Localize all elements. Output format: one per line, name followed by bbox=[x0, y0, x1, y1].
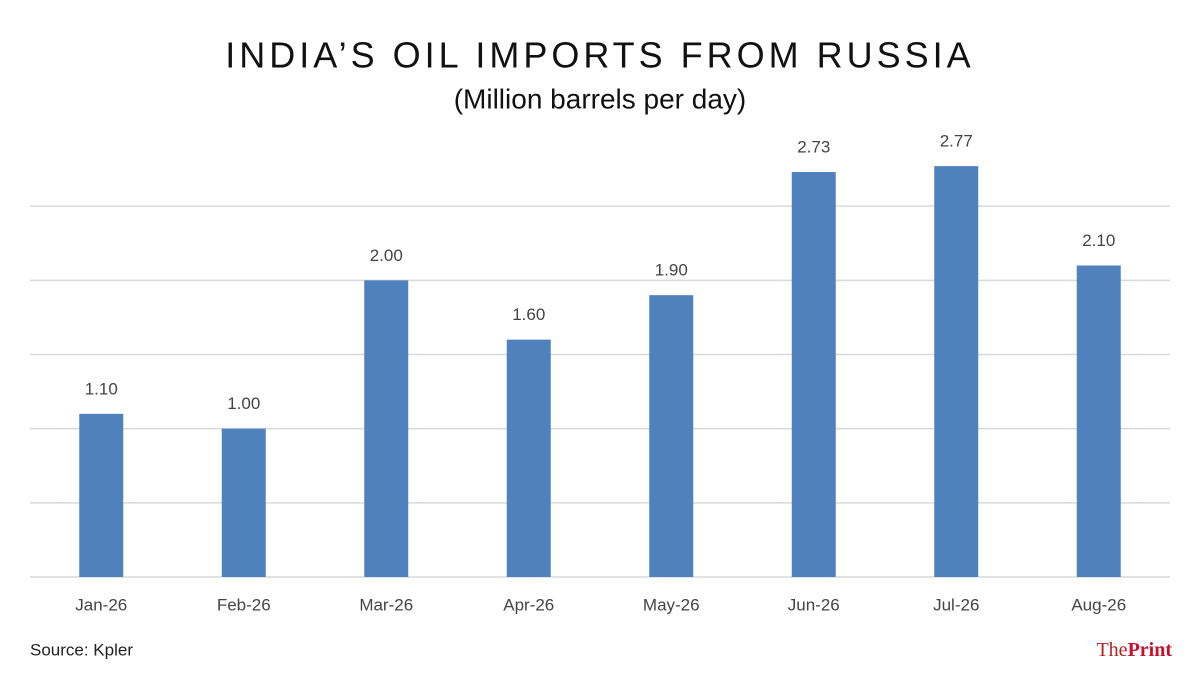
bar bbox=[221, 428, 266, 577]
data-label: 1.00 bbox=[227, 394, 260, 413]
data-label: 2.73 bbox=[797, 138, 830, 157]
bar bbox=[649, 295, 694, 577]
x-tick-label: Mar-26 bbox=[359, 595, 413, 614]
source: Source: Kpler bbox=[30, 640, 133, 659]
data-label: 1.10 bbox=[85, 379, 118, 398]
bar bbox=[364, 280, 409, 577]
bar bbox=[1076, 265, 1121, 577]
data-label: 2.10 bbox=[1082, 231, 1115, 250]
bar bbox=[791, 172, 836, 578]
brand-logo: ThePrint bbox=[1096, 639, 1172, 661]
x-tick-label: Aug-26 bbox=[1071, 595, 1126, 614]
chart-subtitle: (Million barrels per day) bbox=[454, 83, 747, 114]
x-tick-label: Jan-26 bbox=[75, 595, 127, 614]
x-tick-label: Apr-26 bbox=[503, 595, 554, 614]
x-tick-label: Jul-26 bbox=[933, 595, 979, 614]
x-tick-label: May-26 bbox=[643, 595, 700, 614]
chart-title: INDIA’S OIL IMPORTS FROM RUSSIA bbox=[225, 35, 974, 76]
bar bbox=[79, 413, 124, 577]
x-tick-label: Jun-26 bbox=[788, 595, 840, 614]
brand-prefix: The bbox=[1096, 639, 1127, 661]
data-label: 2.00 bbox=[370, 246, 403, 265]
data-label: 1.90 bbox=[655, 261, 688, 280]
brand-name: Print bbox=[1128, 639, 1173, 661]
data-label: 2.77 bbox=[940, 132, 973, 151]
x-tick-label: Feb-26 bbox=[217, 595, 271, 614]
data-label: 1.60 bbox=[512, 305, 545, 324]
bar bbox=[506, 339, 551, 577]
bar bbox=[934, 166, 979, 577]
